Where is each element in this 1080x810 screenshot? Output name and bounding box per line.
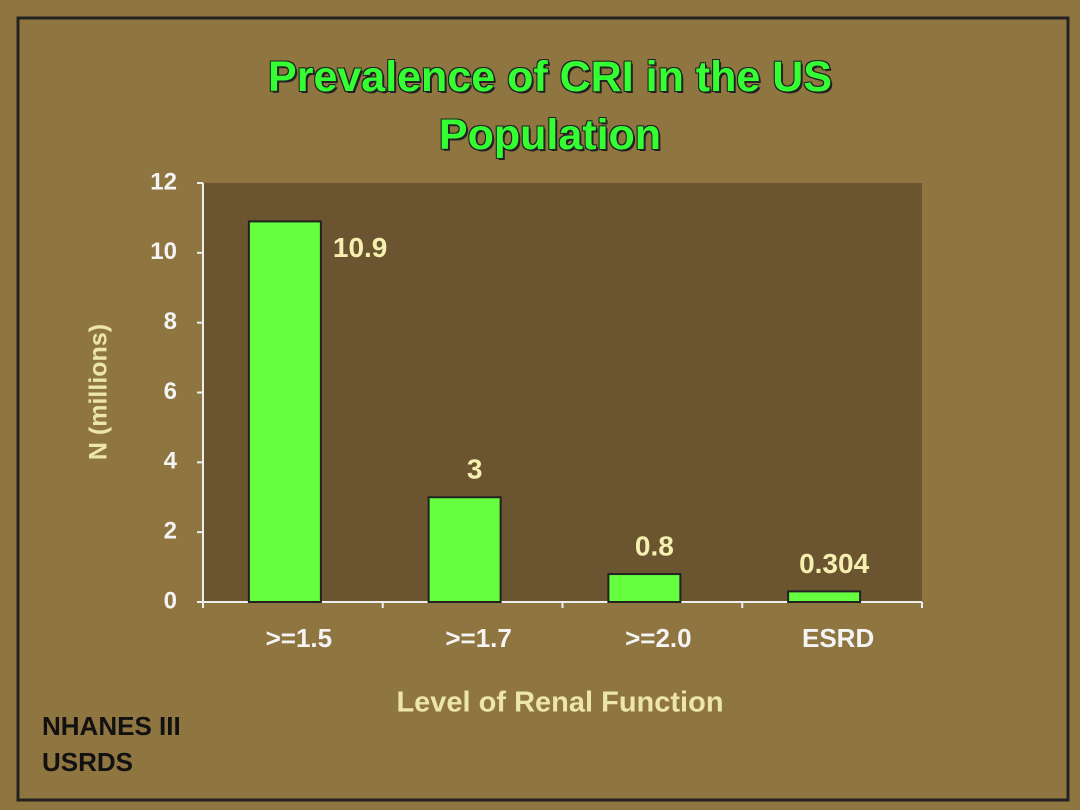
source: NHANES III USRDS [42,708,181,780]
value-label: 10.9 [333,232,388,263]
bar [427,496,502,603]
y-axis-label: N (millions) [85,324,113,460]
x-tick-label: >=1.5 [266,623,333,653]
y-tick-label: 10 [150,238,177,265]
x-axis-label: Level of Renal Function [396,687,723,719]
x-tick-label: >=2.0 [625,623,692,653]
slide-border [16,16,1070,802]
bar [607,573,682,603]
value-label: 3 [467,454,483,485]
bar [247,220,322,604]
y-tick-label: 4 [164,448,178,475]
x-tick-label: ESRD [802,623,874,653]
plot-area [203,183,922,602]
value-label: 0.8 [635,530,674,561]
y-tick-label: 8 [164,308,177,335]
x-tick-label: >=1.7 [445,623,512,653]
y-tick-label: 2 [164,518,177,545]
source-line: NHANES III [42,711,181,741]
chart-title: Prevalence of CRI in the US Population [268,53,832,159]
y-tick-label: 0 [164,587,177,614]
y-tick-label: 6 [164,378,177,405]
bar [787,590,862,603]
value-label: 0.304 [799,548,869,579]
source-line: USRDS [42,747,134,777]
y-tick-label: 12 [150,168,177,195]
